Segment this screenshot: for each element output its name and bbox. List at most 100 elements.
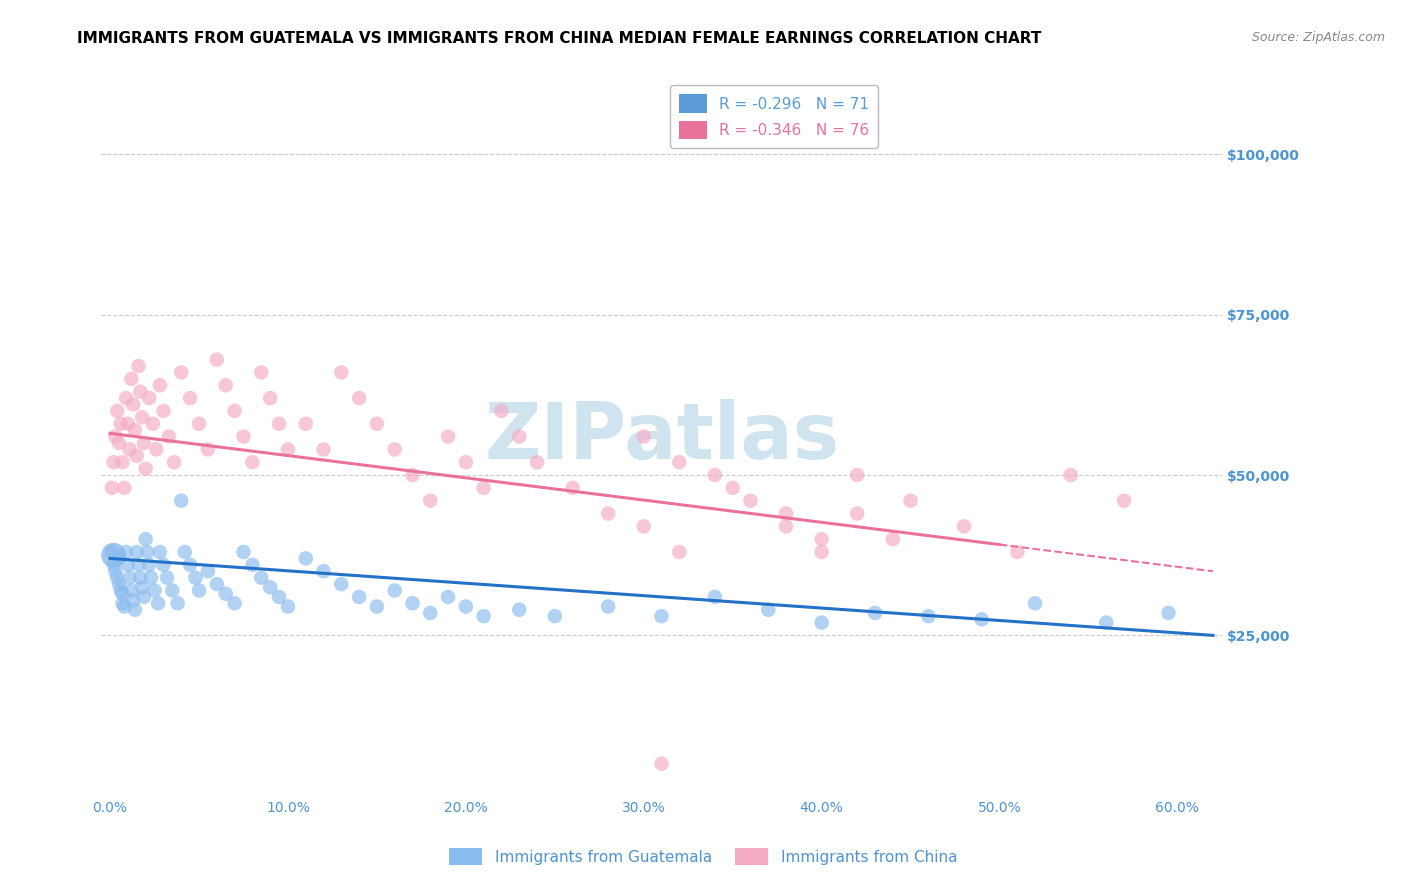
Legend: Immigrants from Guatemala, Immigrants from China: Immigrants from Guatemala, Immigrants fr… bbox=[443, 842, 963, 871]
Point bbox=[125, 545, 148, 559]
Point bbox=[145, 442, 167, 457]
Point bbox=[740, 493, 762, 508]
Point bbox=[312, 564, 335, 578]
Point bbox=[120, 583, 142, 598]
Point bbox=[104, 429, 127, 443]
Point bbox=[132, 436, 155, 450]
Point bbox=[179, 558, 201, 572]
Point bbox=[149, 545, 172, 559]
Point bbox=[103, 455, 125, 469]
Point bbox=[259, 391, 281, 405]
Point bbox=[111, 596, 134, 610]
Point bbox=[454, 455, 477, 469]
Point bbox=[250, 366, 273, 380]
Point bbox=[508, 429, 530, 443]
Point bbox=[651, 756, 673, 771]
Point bbox=[347, 391, 370, 405]
Point bbox=[267, 590, 290, 604]
Point bbox=[384, 442, 406, 457]
Point bbox=[775, 507, 797, 521]
Point bbox=[117, 417, 139, 431]
Point bbox=[810, 545, 832, 559]
Point bbox=[111, 455, 134, 469]
Point bbox=[108, 577, 131, 591]
Point bbox=[491, 404, 513, 418]
Point bbox=[157, 429, 180, 443]
Point bbox=[437, 590, 460, 604]
Point bbox=[259, 580, 281, 594]
Point bbox=[267, 417, 290, 431]
Text: ZIPatlas: ZIPatlas bbox=[484, 399, 839, 475]
Point bbox=[118, 442, 141, 457]
Point bbox=[132, 590, 155, 604]
Point bbox=[454, 599, 477, 614]
Point bbox=[156, 571, 179, 585]
Point bbox=[366, 599, 388, 614]
Point bbox=[561, 481, 583, 495]
Point bbox=[138, 558, 160, 572]
Point bbox=[162, 583, 184, 598]
Point bbox=[294, 551, 316, 566]
Point bbox=[598, 507, 620, 521]
Point bbox=[105, 404, 128, 418]
Point bbox=[142, 417, 165, 431]
Point bbox=[131, 580, 153, 594]
Point bbox=[104, 564, 127, 578]
Point bbox=[703, 468, 725, 483]
Point bbox=[1112, 493, 1135, 508]
Point bbox=[330, 577, 353, 591]
Point bbox=[101, 481, 124, 495]
Point bbox=[184, 571, 207, 585]
Point bbox=[118, 571, 141, 585]
Point bbox=[775, 519, 797, 533]
Point bbox=[129, 571, 152, 585]
Point bbox=[105, 571, 128, 585]
Point bbox=[1024, 596, 1046, 610]
Point bbox=[122, 593, 145, 607]
Point bbox=[312, 442, 335, 457]
Point bbox=[1007, 545, 1029, 559]
Point bbox=[756, 603, 779, 617]
Point bbox=[633, 429, 655, 443]
Point bbox=[294, 417, 316, 431]
Point bbox=[128, 359, 150, 373]
Point bbox=[721, 481, 744, 495]
Point bbox=[277, 442, 299, 457]
Point bbox=[108, 436, 131, 450]
Point bbox=[419, 606, 441, 620]
Point bbox=[330, 366, 353, 380]
Point bbox=[651, 609, 673, 624]
Point bbox=[472, 609, 495, 624]
Point bbox=[401, 596, 423, 610]
Point bbox=[703, 590, 725, 604]
Point bbox=[152, 558, 174, 572]
Point bbox=[810, 615, 832, 630]
Point bbox=[115, 391, 138, 405]
Point bbox=[138, 391, 160, 405]
Point bbox=[110, 583, 132, 598]
Point bbox=[197, 564, 219, 578]
Point bbox=[598, 599, 620, 614]
Point bbox=[633, 519, 655, 533]
Point bbox=[197, 442, 219, 457]
Point bbox=[135, 532, 157, 546]
Point bbox=[146, 596, 169, 610]
Text: IMMIGRANTS FROM GUATEMALA VS IMMIGRANTS FROM CHINA MEDIAN FEMALE EARNINGS CORREL: IMMIGRANTS FROM GUATEMALA VS IMMIGRANTS … bbox=[77, 31, 1042, 46]
Point bbox=[419, 493, 441, 508]
Point bbox=[384, 583, 406, 598]
Point bbox=[401, 468, 423, 483]
Point bbox=[129, 384, 152, 399]
Point bbox=[111, 587, 134, 601]
Point bbox=[125, 449, 148, 463]
Point bbox=[139, 571, 162, 585]
Point bbox=[110, 417, 132, 431]
Point bbox=[117, 558, 139, 572]
Point bbox=[188, 417, 211, 431]
Point bbox=[242, 558, 264, 572]
Point bbox=[224, 596, 246, 610]
Point bbox=[136, 545, 159, 559]
Point bbox=[347, 590, 370, 604]
Point bbox=[508, 603, 530, 617]
Point bbox=[882, 532, 904, 546]
Text: Source: ZipAtlas.com: Source: ZipAtlas.com bbox=[1251, 31, 1385, 45]
